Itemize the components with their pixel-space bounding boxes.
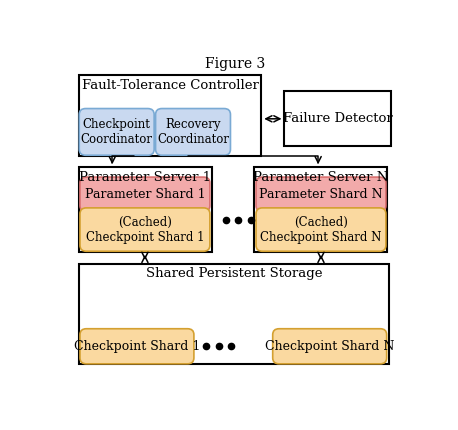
FancyBboxPatch shape bbox=[80, 329, 194, 364]
FancyBboxPatch shape bbox=[79, 168, 212, 252]
FancyBboxPatch shape bbox=[273, 329, 387, 364]
Text: (Cached)
Checkpoint Shard N: (Cached) Checkpoint Shard N bbox=[260, 215, 382, 243]
Text: Failure Detector: Failure Detector bbox=[283, 112, 393, 125]
Text: Checkpoint Shard 1: Checkpoint Shard 1 bbox=[74, 340, 200, 353]
Text: Parameter Shard 1: Parameter Shard 1 bbox=[85, 188, 205, 201]
FancyBboxPatch shape bbox=[80, 208, 210, 251]
Text: Parameter Server N: Parameter Server N bbox=[253, 172, 388, 184]
FancyBboxPatch shape bbox=[256, 208, 386, 251]
FancyBboxPatch shape bbox=[79, 75, 262, 156]
FancyBboxPatch shape bbox=[284, 91, 391, 146]
Text: (Cached)
Checkpoint Shard 1: (Cached) Checkpoint Shard 1 bbox=[86, 215, 204, 243]
FancyBboxPatch shape bbox=[79, 264, 389, 365]
FancyBboxPatch shape bbox=[156, 108, 230, 155]
Text: Checkpoint Shard N: Checkpoint Shard N bbox=[265, 340, 394, 353]
FancyBboxPatch shape bbox=[80, 177, 210, 212]
FancyBboxPatch shape bbox=[256, 177, 386, 212]
FancyBboxPatch shape bbox=[79, 108, 154, 155]
Text: Recovery
Coordinator: Recovery Coordinator bbox=[157, 118, 229, 146]
Text: Parameter Shard N: Parameter Shard N bbox=[259, 188, 383, 201]
FancyBboxPatch shape bbox=[254, 168, 387, 252]
Text: Checkpoint
Coordinator: Checkpoint Coordinator bbox=[81, 118, 153, 146]
Text: Parameter Server 1: Parameter Server 1 bbox=[79, 172, 211, 184]
Text: Fault-Tolerance Controller: Fault-Tolerance Controller bbox=[82, 79, 258, 92]
Text: Figure 3: Figure 3 bbox=[205, 57, 265, 71]
Text: Shared Persistent Storage: Shared Persistent Storage bbox=[146, 267, 322, 280]
